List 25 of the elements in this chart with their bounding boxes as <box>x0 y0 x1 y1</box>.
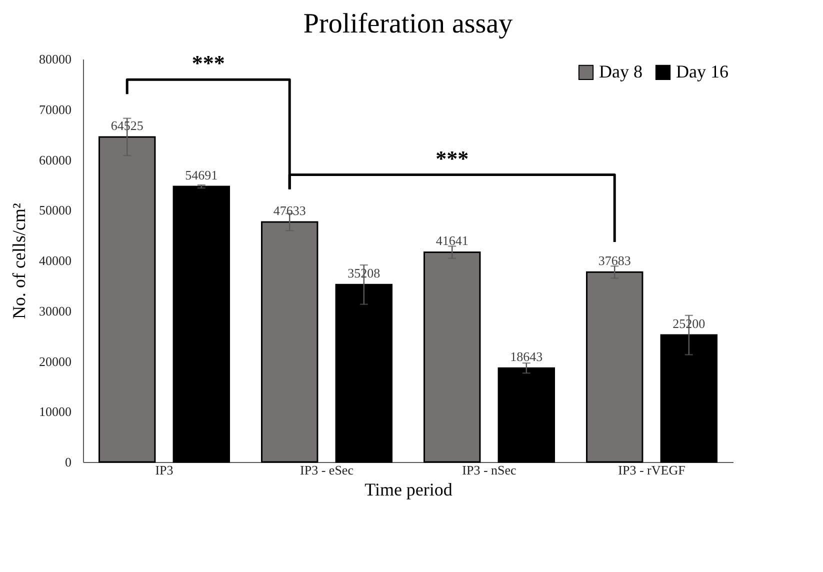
x-tick-label: IP3 - nSec <box>462 462 517 478</box>
data-label: 54691 <box>185 167 218 182</box>
y-tick-label: 50000 <box>39 202 72 218</box>
y-tick-label: 0 <box>65 454 72 470</box>
chart-title: Proliferation assay <box>303 8 513 40</box>
data-label: 18643 <box>510 349 543 364</box>
legend-label: Day 8 <box>599 61 642 82</box>
y-tick-label: 60000 <box>39 152 72 168</box>
data-label: 37683 <box>598 253 631 268</box>
x-tick-label: IP3 - eSec <box>300 462 354 478</box>
annotation: *** <box>436 146 469 171</box>
y-tick-label: 20000 <box>39 354 72 369</box>
x-tick-label: IP3 - rVEGF <box>618 462 686 478</box>
x-axis-title: Time period <box>364 480 452 500</box>
annotation: *** <box>192 50 225 76</box>
y-tick-label: 70000 <box>39 102 72 117</box>
legend-label: Day 16 <box>676 61 728 82</box>
y-axis-title: No. of cells/cm² <box>9 203 29 319</box>
y-tick-label: 10000 <box>39 404 72 420</box>
y-tick-label: 40000 <box>39 253 72 268</box>
x-tick-label: IP3 <box>155 462 174 478</box>
data-label: 41641 <box>436 233 468 248</box>
y-tick-label: 30000 <box>39 303 72 318</box>
data-label: 47633 <box>273 203 306 218</box>
y-tick-label: 80000 <box>39 52 72 66</box>
